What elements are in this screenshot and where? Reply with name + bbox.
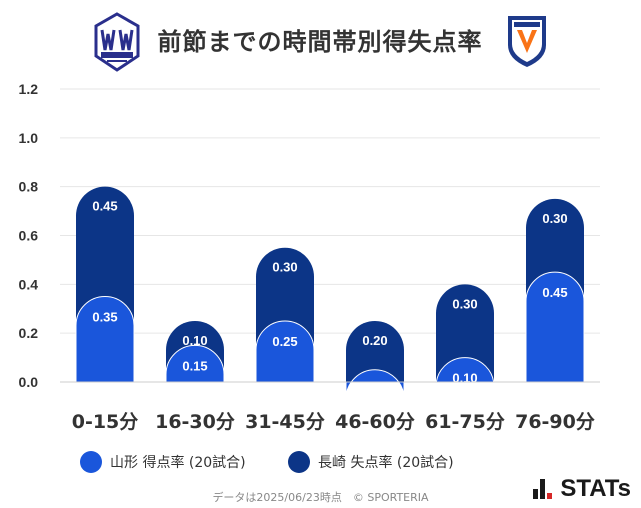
- x-tick-label: 46-60分: [335, 411, 415, 433]
- y-tick-label: 0.8: [19, 179, 39, 195]
- legend-swatch-home: [80, 451, 102, 473]
- x-tick-label: 76-90分: [515, 411, 595, 433]
- stats-brand: STATs: [532, 475, 631, 503]
- y-tick-label: 0.6: [19, 228, 39, 244]
- y-tick-label: 1.2: [19, 81, 39, 97]
- bar-home: [255, 320, 315, 383]
- data-label-home: 0.15: [182, 358, 207, 373]
- data-label-home: 0.35: [92, 310, 117, 325]
- bar-away: [346, 320, 404, 382]
- data-label-away: 0.30: [452, 296, 477, 311]
- legend-item-away: 長崎 失点率 (20試合): [288, 451, 454, 473]
- x-tick-label: 0-15分: [72, 411, 139, 433]
- x-tick-label: 61-75分: [425, 411, 505, 433]
- chart-area: 0.0 0.2 0.4 0.6 0.8 1.0 1.2 0.45 0.35 0-15分 0.10 0.…: [19, 81, 600, 433]
- stats-logo-icon: [533, 479, 553, 499]
- data-label-away: 0.30: [542, 211, 567, 226]
- data-label-away: 0.30: [272, 260, 297, 275]
- data-label-away: 0.45: [92, 199, 117, 214]
- x-tick-label: 31-45分: [245, 411, 325, 433]
- stats-brand-text: STATs: [560, 475, 631, 502]
- footer-credit: データは2025/06/23時点 © SPORTERIA: [212, 491, 429, 504]
- chart-title: 前節までの時間帯別得失点率: [157, 28, 483, 56]
- data-label-home: 0.25: [272, 334, 297, 349]
- legend-label-home: 山形 得点率 (20試合): [110, 455, 246, 471]
- montedio-yamagata-crest-icon: [94, 12, 140, 72]
- y-tick-label: 1.0: [19, 130, 39, 146]
- legend-label-away: 長崎 失点率 (20試合): [318, 455, 454, 471]
- x-tick-label: 16-30分: [155, 411, 235, 433]
- y-tick-label: 0.2: [19, 325, 39, 341]
- legend-item-home: 山形 得点率 (20試合): [80, 451, 246, 473]
- bar-home: [345, 369, 405, 399]
- v-varen-nagasaki-crest-icon: [508, 16, 546, 67]
- legend-swatch-away: [288, 451, 310, 473]
- bar-home: [75, 296, 135, 383]
- bar-home: [525, 271, 585, 383]
- y-tick-label: 0.4: [19, 276, 39, 292]
- data-label-away: 0.10: [182, 333, 207, 348]
- data-label-away: 0.20: [362, 333, 387, 348]
- bar-home: [165, 344, 225, 383]
- data-label-home: 0.10: [452, 371, 477, 386]
- bar-away: [436, 284, 494, 382]
- y-tick-label: 0.0: [19, 374, 39, 390]
- bar-home: [435, 357, 495, 387]
- data-label-home: 0.45: [542, 285, 567, 300]
